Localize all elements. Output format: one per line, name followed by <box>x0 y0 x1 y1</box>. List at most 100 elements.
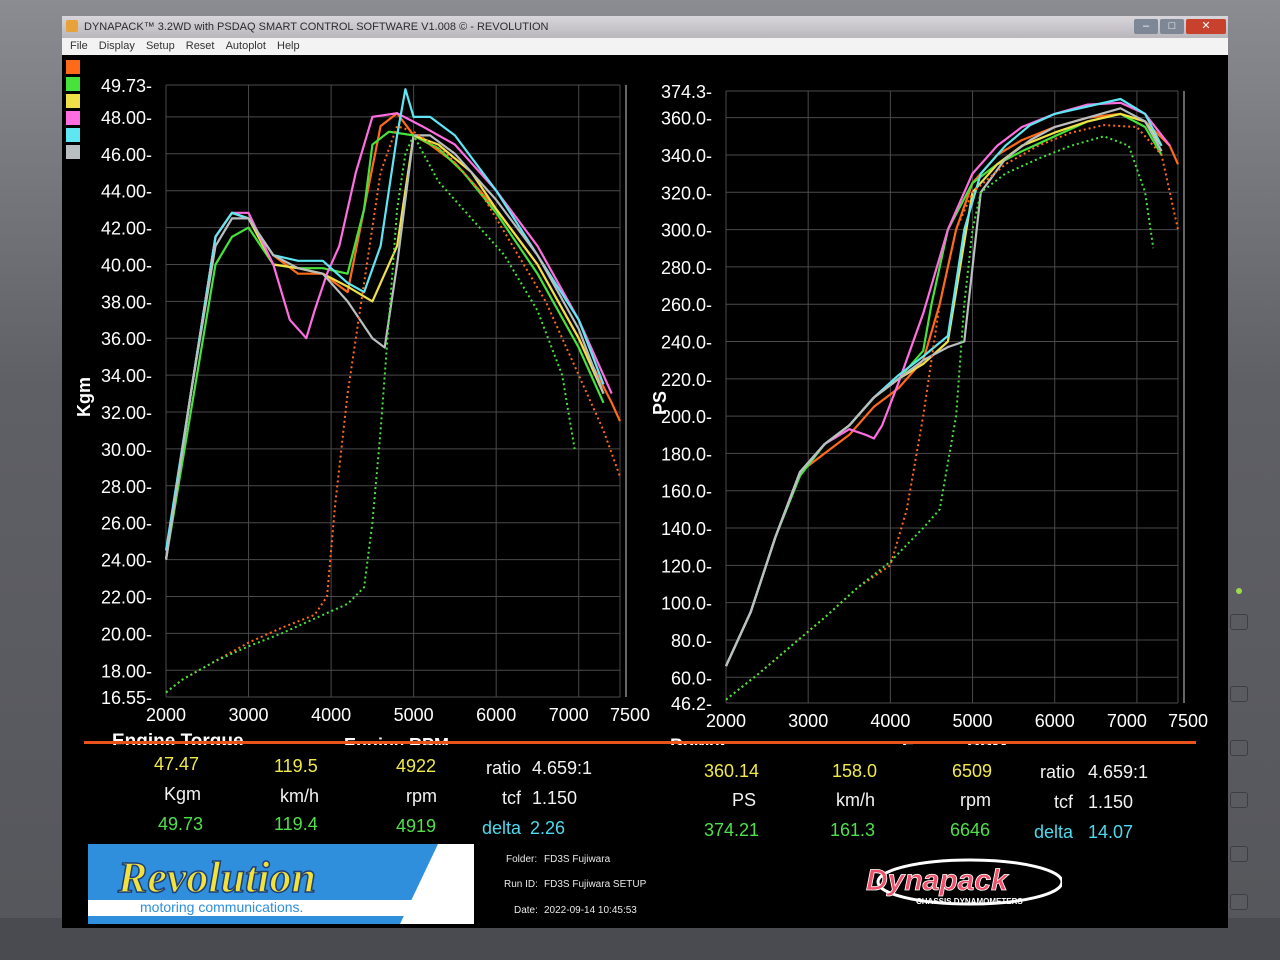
power-current-value: 360.14 <box>704 761 760 781</box>
x-tick-label: 5000 <box>394 705 434 725</box>
dynapack-logo: Dynapack CHASSIS DYNAMOMETERS <box>866 858 1062 906</box>
legend-swatch-grey[interactable] <box>66 145 80 159</box>
power-delta-label: delta <box>1034 822 1074 842</box>
x-tick-label: 2000 <box>706 711 746 731</box>
power-unit-kmh: km/h <box>836 790 876 810</box>
series-line-cyan-solid <box>164 88 605 551</box>
power-current-speed: 158.0 <box>832 761 878 781</box>
y-tick-label: 260.0- <box>661 295 712 315</box>
readout-divider <box>84 741 1196 744</box>
screen: DYNAPACK™ 3.2WD with PSDAQ SMART CONTROL… <box>62 16 1228 928</box>
y-tick-label: 40.00- <box>101 255 152 275</box>
maximize-button[interactable]: □ <box>1160 19 1184 34</box>
series-line-grey-solid <box>724 107 1163 667</box>
y-tick-label: 320.0- <box>661 183 712 203</box>
window-title: DYNAPACK™ 3.2WD with PSDAQ SMART CONTROL… <box>84 21 549 33</box>
y-tick-label: 180.0- <box>661 444 712 464</box>
torque-ratio-value: 4.659:1 <box>532 758 593 778</box>
power-peak-value: 374.21 <box>704 820 760 840</box>
torque-delta-label: delta <box>482 818 522 838</box>
torque-peak-rpm: 4919 <box>396 816 437 836</box>
y-tick-label: 280.0- <box>661 258 712 278</box>
series-line-green-solid <box>724 112 1163 667</box>
monitor-input-button[interactable] <box>1230 792 1248 808</box>
y-tick-label: 18.00- <box>101 661 152 681</box>
power-unit-ps: PS <box>732 790 757 810</box>
monitor-up-button[interactable] <box>1230 686 1248 702</box>
y-tick-label: 32.00- <box>101 403 152 423</box>
revolution-logo: Revolution motoring communications. <box>88 844 474 924</box>
menu-autoplot[interactable]: Autoplot <box>225 40 266 52</box>
monitor-power-button[interactable] <box>1230 894 1248 910</box>
torque-chart: 49.73- 48.00- 46.00- 44.00- 42.00- 40.00- 38.0… <box>74 76 650 745</box>
folder-label: Folder: <box>506 854 538 865</box>
y-axis-label: Kgm <box>74 377 94 417</box>
torque-unit-kgm: Kgm <box>164 784 202 804</box>
x-tick-label: 6000 <box>476 705 516 725</box>
x-tick-label: 7500 <box>610 705 650 725</box>
dyno-plots: 49.73- 48.00- 46.00- 44.00- 42.00- 40.00- 38.0… <box>74 76 1208 745</box>
date-value: 2022-09-14 10:45:53 <box>544 905 637 916</box>
menu-help[interactable]: Help <box>277 40 300 52</box>
menu-display[interactable]: Display <box>98 40 135 52</box>
revolution-logo-subtext: motoring communications. <box>140 899 303 915</box>
power-ratio-label: ratio <box>1040 762 1076 782</box>
monitor-menu-button[interactable] <box>1230 614 1248 630</box>
runid-value: FD3S Fujiwara SETUP <box>544 879 647 890</box>
monitor-auto-button[interactable] <box>1230 846 1248 862</box>
series-line-pink-solid <box>164 112 613 560</box>
menu-file[interactable]: File <box>70 40 88 52</box>
power-delta-value: 14.07 <box>1088 822 1134 842</box>
power-peak-speed: 161.3 <box>830 820 876 840</box>
y-tick-label: 220.0- <box>661 370 712 390</box>
series-line-orange-solid <box>164 112 622 560</box>
y-tick-label: 80.0- <box>671 631 712 651</box>
x-tick-label: 6000 <box>1035 711 1075 731</box>
legend-swatch-cyan[interactable] <box>66 128 80 142</box>
x-tick-label: 2000 <box>146 705 186 725</box>
legend-swatch-yellow[interactable] <box>66 94 80 108</box>
torque-ratio-label: ratio <box>486 758 522 778</box>
x-tick-label: 7000 <box>549 705 589 725</box>
series-line-green-dotted <box>725 135 1155 701</box>
y-tick-label: 22.00- <box>101 587 152 607</box>
x-axis-label: Engine RPM <box>344 735 449 745</box>
series-line-pink-solid <box>724 101 1171 667</box>
y-tick-label: 36.00- <box>101 329 152 349</box>
date-label: Date: <box>514 905 538 916</box>
y-tick-label: 46.00- <box>101 145 152 165</box>
power-chart: 374.3- 360.0- 340.0- 320.0- 300.0- 280.0- 260.… <box>650 82 1208 745</box>
y-tick-label: 300.0- <box>661 221 712 241</box>
y-tick-label: 30.00- <box>101 440 152 460</box>
torque-delta-value: 2.26 <box>530 818 566 838</box>
series-line-yellow-solid <box>724 112 1163 667</box>
close-button[interactable]: ✕ <box>1186 19 1226 34</box>
x-tick-label: 7000 <box>1107 711 1147 731</box>
y-tick-label: 49.73- <box>101 76 152 96</box>
torque-tcf-label: tcf <box>502 788 522 808</box>
chart-caption: Power <box>670 736 728 745</box>
y-tick-label: 340.0- <box>661 146 712 166</box>
legend-swatch-green[interactable] <box>66 77 80 91</box>
y-tick-label: 48.00- <box>101 108 152 128</box>
legend-swatch-orange[interactable] <box>66 60 80 74</box>
y-tick-label: 26.00- <box>101 514 152 534</box>
x-tick-label: 4000 <box>870 711 910 731</box>
y-tick-label: 100.0- <box>661 594 712 614</box>
x-tick-label: 7500 <box>1168 711 1208 731</box>
menu-reset[interactable]: Reset <box>185 40 215 52</box>
series-line-orange-solid <box>724 112 1180 667</box>
minimize-button[interactable]: – <box>1134 19 1158 34</box>
x-tick-label: 4000 <box>311 705 351 725</box>
series-line-orange-dotted <box>165 125 621 694</box>
legend-swatch-pink[interactable] <box>66 111 80 125</box>
x-tick-label: 3000 <box>788 711 828 731</box>
y-tick-label: 360.0- <box>661 109 712 129</box>
y-tick-label: 160.0- <box>661 482 712 502</box>
y-tick-label: 140.0- <box>661 519 712 539</box>
y-tick-label: 240.0- <box>661 333 712 353</box>
monitor-down-button[interactable] <box>1230 740 1248 756</box>
y-tick-label: 46.2- <box>671 694 712 714</box>
y-tick-label: 24.00- <box>101 551 152 571</box>
menu-setup[interactable]: Setup <box>145 40 175 52</box>
